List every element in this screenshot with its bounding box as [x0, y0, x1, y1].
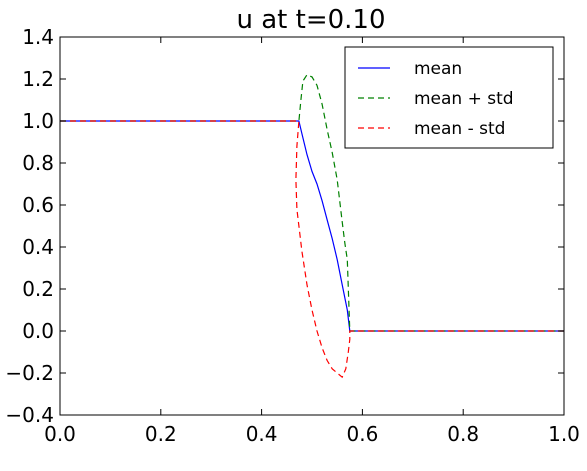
tick-layer: 0.0 0.2 0.4 0.6 0.8 1.0 −0.4 −0.2 0.0 0.2 0.4 0.6 0.… — [5, 25, 579, 446]
y-tick-label: 1.2 — [22, 67, 54, 91]
x-tick-label: 0.6 — [346, 422, 378, 446]
series-line-2 — [60, 120, 564, 379]
y-tick-label: 0.4 — [22, 235, 54, 259]
plot-frame — [59, 36, 565, 416]
series-line-0 — [60, 120, 564, 332]
y-tick-label: −0.2 — [5, 361, 54, 385]
series-line-1 — [60, 74, 564, 332]
y-tick-label: 0.8 — [22, 151, 54, 175]
x-tick-label: 0.2 — [145, 422, 177, 446]
chart-title: u at t=0.10 — [236, 5, 385, 35]
y-tick-label: 1.4 — [22, 25, 54, 49]
x-tick-label: 0.8 — [447, 422, 479, 446]
y-tick-label: −0.4 — [5, 403, 54, 427]
series-layer — [60, 74, 564, 379]
y-tick-label: 0.2 — [22, 277, 54, 301]
x-tick-label: 1.0 — [548, 422, 580, 446]
legend-label-0: mean — [414, 59, 462, 79]
legend: mean mean + std mean - std — [344, 46, 554, 149]
x-tick-label: 0.4 — [246, 422, 278, 446]
y-tick-label: 1.0 — [22, 109, 54, 133]
y-tick-label: 0.0 — [22, 319, 54, 343]
y-tick-label: 0.6 — [22, 193, 54, 217]
legend-label-2: mean - std — [414, 119, 505, 139]
x-tick-label: 0.0 — [44, 422, 76, 446]
legend-label-1: mean + std — [414, 89, 514, 109]
